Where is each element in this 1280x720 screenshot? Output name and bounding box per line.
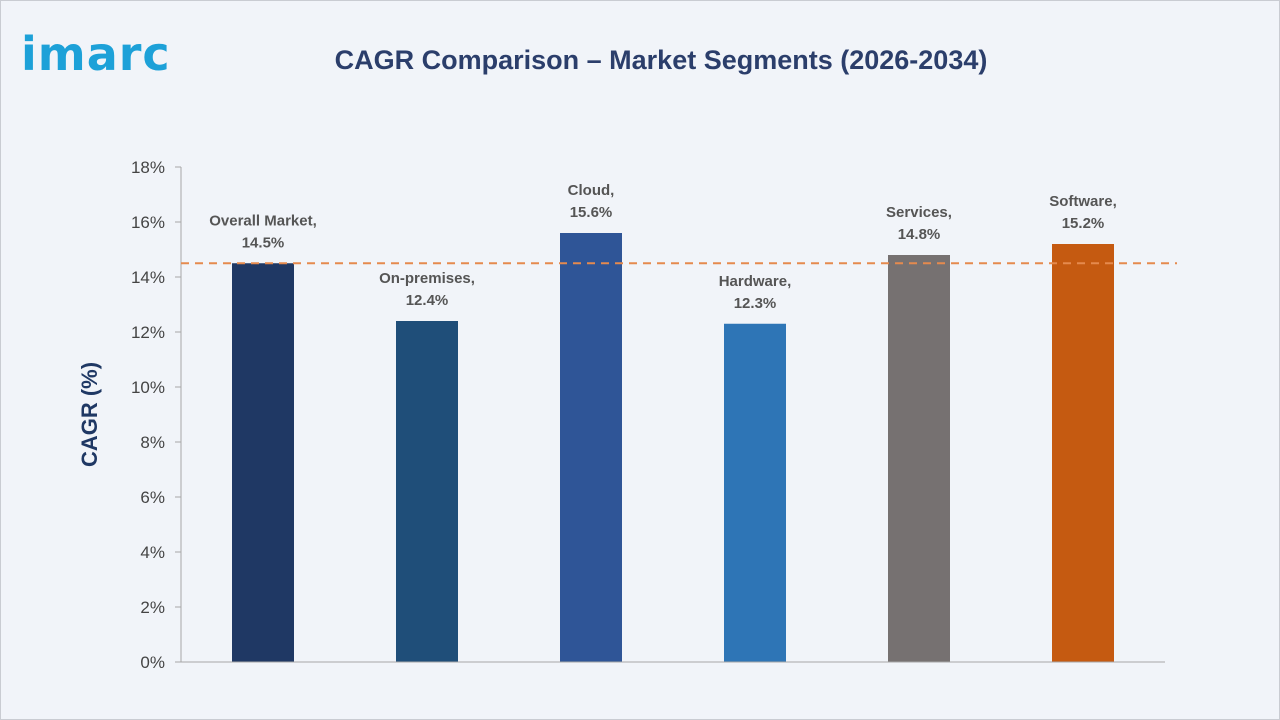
chart-title: CAGR Comparison – Market Segments (2026-… — [334, 45, 988, 75]
bar-overall-market — [232, 263, 294, 662]
y-tick-label: 4% — [140, 543, 165, 562]
y-tick-label: 12% — [131, 323, 165, 342]
y-tick-label: 10% — [131, 378, 165, 397]
y-axis-label: CAGR (%) — [77, 362, 102, 467]
data-label-software: Software, 15.2% — [1049, 193, 1117, 232]
bar-on-premises — [396, 321, 458, 662]
data-label-services: Services, 14.8% — [886, 204, 952, 243]
bars — [232, 233, 1114, 662]
y-tick-label: 18% — [131, 158, 165, 177]
y-tick-label: 2% — [140, 598, 165, 617]
bar-services — [888, 255, 950, 662]
y-axis: 0% 2% 4% 6% 8% 10% 12% 14% 16% 18% — [131, 158, 182, 672]
bar-software — [1052, 244, 1114, 662]
data-label-hardware: Hardware, 12.3% — [719, 273, 792, 312]
y-tick-label: 16% — [131, 213, 165, 232]
y-tick-label: 8% — [140, 433, 165, 452]
bar-hardware — [724, 323, 786, 662]
bar-cloud — [560, 233, 622, 662]
imarc-logo: imarc — [21, 27, 171, 81]
data-labels: Overall Market, 14.5% On-premises, 12.4% Clo… — [209, 182, 1117, 312]
data-label-overall-market: Overall Market, 14.5% — [209, 212, 317, 251]
data-label-cloud: Cloud, 15.6% — [568, 182, 615, 221]
data-label-on-premises: On-premises, 12.4% — [379, 270, 475, 309]
y-tick-label: 14% — [131, 268, 165, 287]
y-tick-label: 0% — [140, 653, 165, 672]
y-tick-label: 6% — [140, 488, 165, 507]
